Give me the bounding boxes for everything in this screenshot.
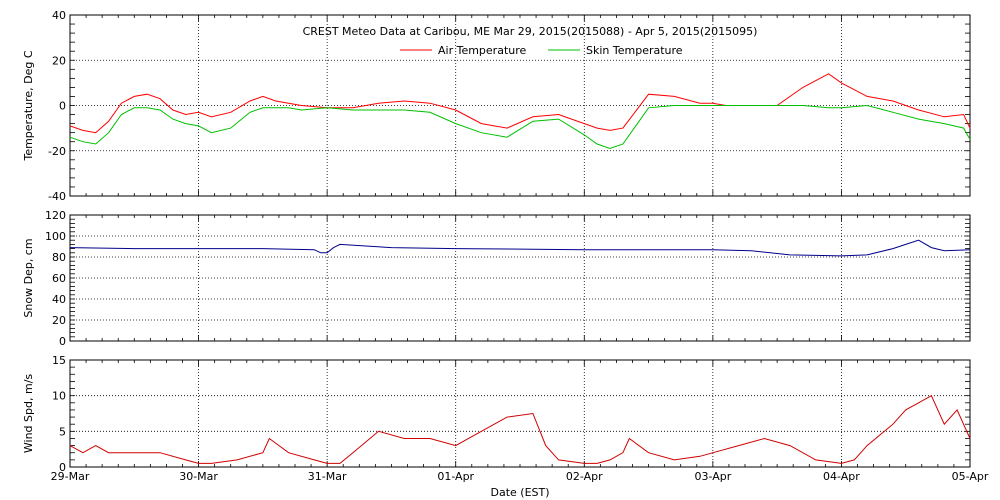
y-tick-label: -40 — [48, 190, 66, 203]
y-tick-label: 60 — [52, 272, 66, 285]
y-axis-label: Temperature, Deg C — [22, 50, 35, 161]
panel-frame — [69, 359, 971, 468]
x-tick-label: 01-Apr — [437, 470, 474, 483]
x-tick-label: 30-Mar — [179, 470, 218, 483]
y-tick-label: 40 — [52, 293, 66, 306]
y-tick-label: 20 — [52, 54, 66, 67]
x-tick-label: 02-Apr — [566, 470, 603, 483]
y-tick-label: 10 — [52, 390, 66, 403]
panel-2: 0 5 10 15 Wind Spd, m/s — [22, 354, 971, 474]
x-tick-label: 04-Apr — [823, 470, 860, 483]
y-tick-label: 120 — [45, 209, 66, 222]
chart-title: CREST Meteo Data at Caribou, ME Mar 29, … — [303, 25, 758, 38]
series-line-0-0 — [69, 73, 971, 134]
y-tick-label: 15 — [52, 354, 66, 367]
x-tick-label: 03-Apr — [694, 470, 731, 483]
series-line-2-0 — [69, 394, 971, 464]
y-tick-label: 80 — [52, 251, 66, 264]
x-tick-labels: 29-Mar 30-Mar 31-Mar 01-Apr 02-Apr 03-Apr 04-A… — [51, 470, 989, 483]
panel-0: -40 -20 0 20 40 Temperature, Deg C — [22, 9, 971, 203]
x-tick-label: 31-Mar — [308, 470, 347, 483]
y-axis-label: Snow Dep, cm — [22, 238, 35, 317]
y-tick-label: -20 — [48, 145, 66, 158]
y-axis-label: Wind Spd, m/s — [22, 374, 35, 454]
y-tick-label: 40 — [52, 9, 66, 22]
panels: -40 -20 0 20 40 Temperature, Deg C 0 20 40 60 80 10… — [22, 9, 971, 474]
x-tick-label: 29-Mar — [51, 470, 90, 483]
series-line-0-1 — [69, 104, 971, 150]
panel-1: 0 20 40 60 80 100 120 Snow Dep, cm — [22, 209, 971, 348]
y-tick-label: 20 — [52, 314, 66, 327]
legend: Air Temperature Skin Temperature — [400, 44, 683, 57]
y-tick-label: 100 — [45, 230, 66, 243]
legend-skin-label: Skin Temperature — [586, 44, 683, 57]
y-tick-label: 0 — [59, 461, 66, 474]
legend-air-label: Air Temperature — [438, 44, 527, 57]
y-tick-label: 0 — [59, 100, 66, 113]
x-tick-label: 05-Apr — [952, 470, 989, 483]
y-tick-label: 5 — [59, 425, 66, 438]
series-line-1-0 — [69, 239, 971, 257]
y-tick-label: 0 — [59, 335, 66, 348]
x-axis-label: Date (EST) — [490, 486, 549, 499]
